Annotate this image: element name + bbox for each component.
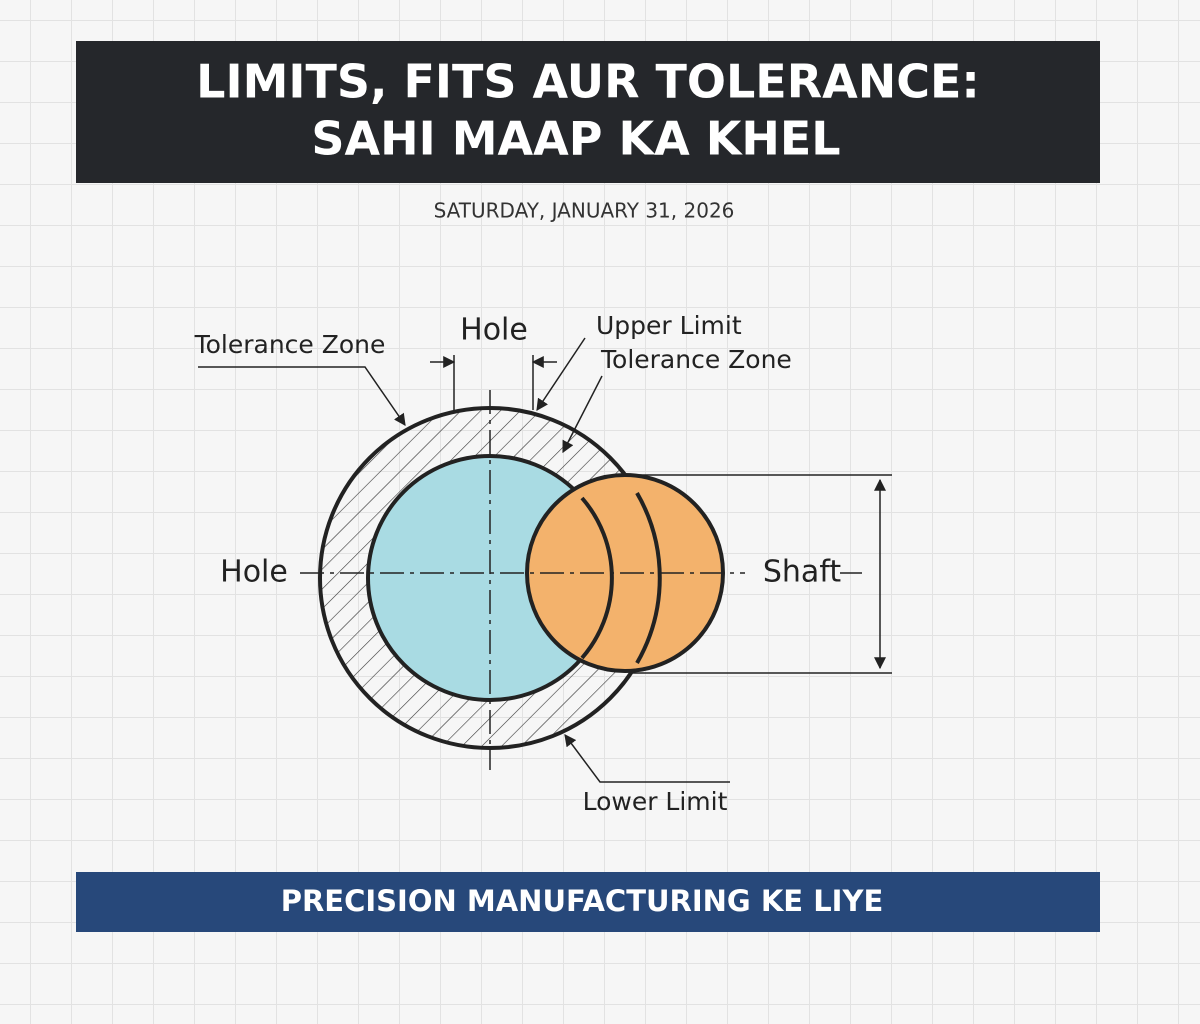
footer-bar — [76, 872, 1100, 932]
leader — [562, 375, 603, 454]
label: Tolerance Zone — [194, 330, 386, 359]
label: Upper Limit — [596, 311, 742, 340]
label: Shaft — [763, 555, 841, 590]
date: SATURDAY, JANUARY 31, 2026 — [434, 199, 735, 223]
footer-text: PRECISION MANUFACTURING KE LIYE — [281, 884, 884, 918]
leader — [536, 337, 586, 411]
title-line: SAHI MAAP KA KHEL — [311, 112, 840, 166]
label: Hole — [220, 555, 288, 590]
label: Lower Limit — [583, 787, 728, 816]
header-bar — [76, 41, 1100, 183]
inner-arc — [580, 496, 614, 660]
diagram: Tolerance Zone Hole Upper Limit Toleranc… — [194, 311, 892, 816]
label: Tolerance Zone — [600, 345, 792, 374]
leader — [564, 734, 730, 783]
title-line: LIMITS, FITS AUR TOLERANCE: — [196, 55, 980, 109]
outer-arc — [635, 492, 662, 664]
label: Hole — [460, 313, 528, 348]
leader — [198, 366, 406, 426]
